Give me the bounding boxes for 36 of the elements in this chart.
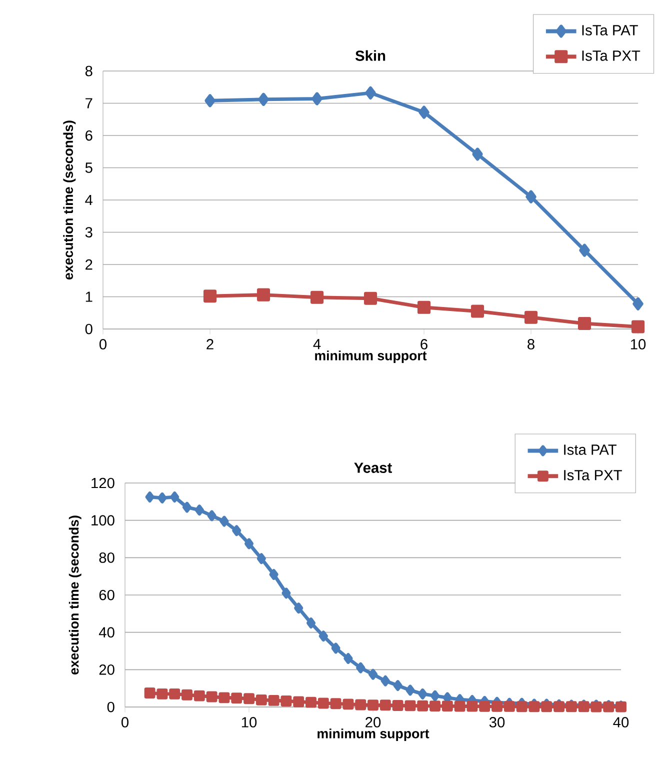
- x-tick-label: 10: [630, 339, 646, 350]
- y-tick-label: 60: [99, 590, 114, 600]
- chart-title: Yeast: [354, 462, 392, 473]
- y-tick-label: 120: [92, 478, 114, 488]
- y-axis-title: execution time (seconds): [63, 120, 76, 280]
- y-tick-label: 80: [99, 552, 114, 563]
- legend-label: IsTa PXT: [582, 50, 640, 61]
- x-tick-label: 0: [121, 717, 128, 728]
- y-tick-label: 40: [98, 627, 114, 638]
- x-tick-label: 30: [489, 717, 505, 728]
- y-tick-label: 8: [85, 66, 92, 76]
- x-tick-label: 4: [313, 339, 321, 350]
- x-tick-label: 20: [366, 717, 381, 728]
- y-tick-label: 20: [99, 664, 114, 675]
- y-tick-label: 2: [86, 259, 92, 270]
- y-tick-label: 0: [107, 702, 114, 712]
- y-tick-label: 1: [86, 292, 92, 302]
- x-tick-label: 40: [613, 717, 629, 728]
- legend-label: IsTa PAT: [582, 25, 638, 36]
- y-axis-title: execution time (seconds): [68, 516, 82, 674]
- y-tick-label: 0: [85, 324, 92, 334]
- x-tick-label: 10: [242, 717, 257, 728]
- y-tick-label: 4: [85, 194, 93, 206]
- x-tick-label: 2: [206, 339, 214, 350]
- x-axis-title: minimum support: [318, 728, 430, 742]
- y-tick-label: 3: [85, 227, 92, 238]
- x-tick-label: 6: [420, 339, 428, 350]
- y-tick-label: 100: [92, 515, 114, 526]
- y-tick-label: 6: [86, 130, 92, 141]
- chart-title: Skin: [355, 50, 386, 61]
- y-tick-label: 5: [85, 162, 92, 173]
- x-axis-title: minimum support: [315, 350, 427, 363]
- legend-label: Ista PAT: [564, 444, 617, 455]
- x-tick-label: 8: [528, 339, 534, 350]
- legend-label: IsTa PXT: [564, 470, 622, 480]
- y-tick-label: 7: [86, 98, 92, 108]
